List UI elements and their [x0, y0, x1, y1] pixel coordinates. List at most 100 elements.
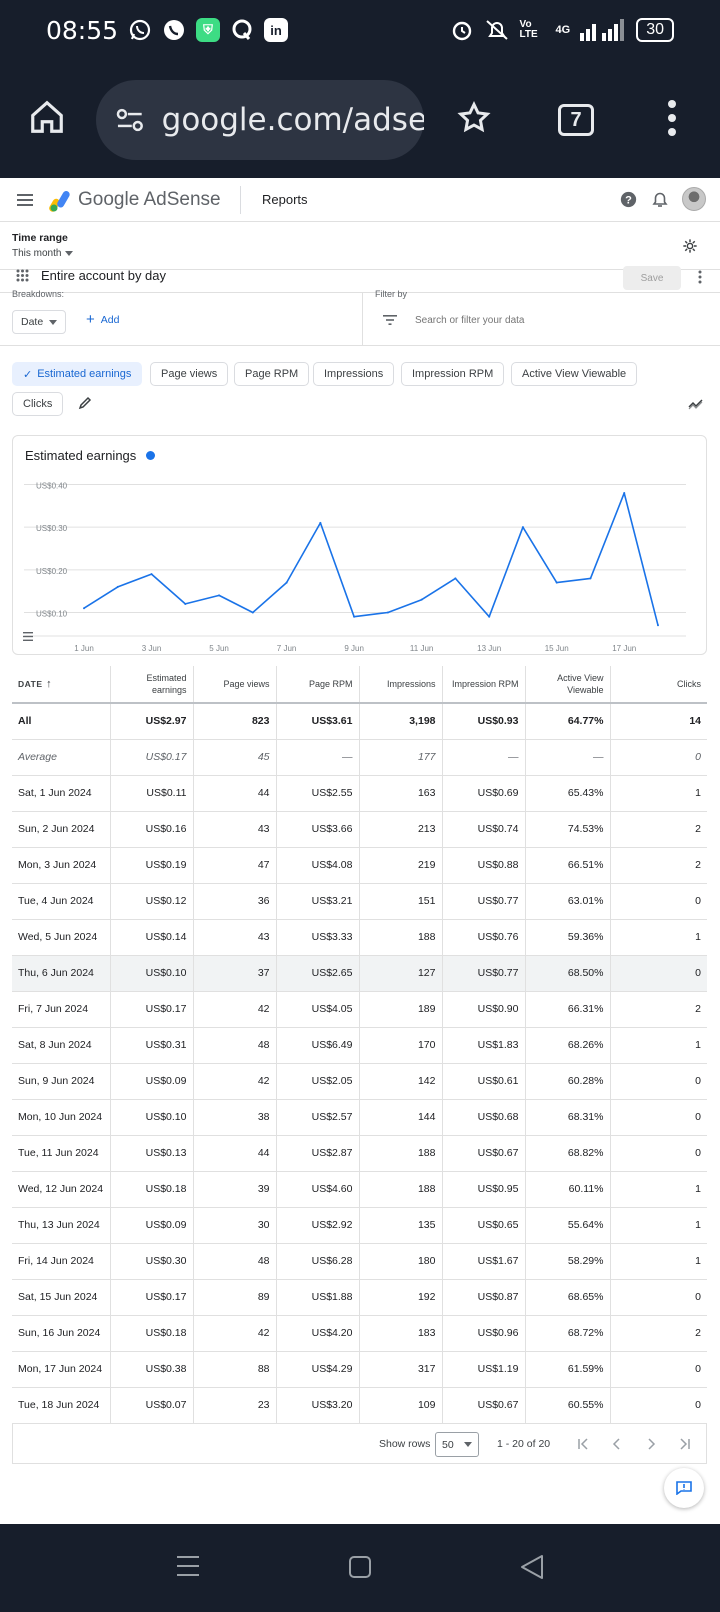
first-page-icon[interactable]	[577, 1438, 589, 1450]
data-point[interactable]	[657, 624, 659, 627]
data-point[interactable]	[116, 585, 119, 588]
data-point[interactable]	[319, 521, 322, 524]
whatsapp-icon	[129, 19, 151, 41]
filter-search-input[interactable]	[415, 308, 705, 332]
chip-page-views[interactable]: Page views	[150, 362, 229, 386]
table-cell: 1	[610, 775, 707, 812]
time-range-dropdown[interactable]: This month	[12, 248, 74, 259]
column-header[interactable]: Estimated earnings	[110, 666, 194, 704]
table-cell: US$0.18	[110, 1315, 194, 1352]
bookmark-star-icon[interactable]	[456, 100, 492, 136]
column-header[interactable]: Active View Viewable	[525, 666, 611, 704]
data-point[interactable]	[589, 577, 592, 580]
help-icon[interactable]: ?	[620, 191, 637, 208]
back-nav-icon[interactable]	[520, 1554, 544, 1580]
table-cell: US$2.57	[276, 1099, 360, 1136]
table-cell: 68.31%	[525, 1099, 611, 1136]
column-header[interactable]: Page RPM	[276, 666, 360, 704]
adsense-logo[interactable]: Google AdSense	[48, 188, 221, 212]
settings-gear-icon[interactable]	[682, 238, 698, 254]
chip-page-rpm[interactable]: Page RPM	[234, 362, 310, 386]
table-cell: US$1.67	[442, 1243, 526, 1280]
table-cell: 42	[193, 1063, 277, 1100]
row-date-cell: Sat, 1 Jun 2024	[12, 775, 111, 812]
table-cell: 43	[193, 919, 277, 956]
chip-active-view-viewable[interactable]: Active View Viewable	[511, 362, 638, 386]
column-header[interactable]: Impression RPM	[442, 666, 526, 704]
table-row: Thu, 13 Jun 2024 US$0.09 30 US$2.92 135 US$0.…	[12, 1207, 707, 1244]
column-header[interactable]: Clicks	[610, 666, 707, 704]
menu-icon[interactable]	[17, 193, 33, 207]
data-point[interactable]	[521, 526, 524, 529]
table-cell: 61.59%	[525, 1351, 611, 1388]
last-page-icon[interactable]	[679, 1438, 691, 1450]
data-point[interactable]	[184, 602, 187, 605]
avatar[interactable]	[682, 187, 706, 211]
data-point[interactable]	[386, 611, 389, 614]
table-row: Mon, 3 Jun 2024 US$0.19 47 US$4.08 219 US$0.8…	[12, 847, 707, 884]
data-point[interactable]	[150, 573, 153, 576]
row-date-cell: All	[12, 703, 111, 740]
table-cell: US$0.65	[442, 1207, 526, 1244]
sort-ascending-icon[interactable]: ↑	[42, 678, 53, 690]
filter-icon[interactable]	[383, 315, 397, 325]
grid-apps-icon[interactable]	[16, 269, 29, 282]
trend-compare-icon[interactable]	[688, 398, 704, 410]
data-point[interactable]	[83, 607, 85, 610]
table-row: Sat, 1 Jun 2024 US$0.11 44 US$2.55 163 US$0.6…	[12, 775, 707, 812]
feedback-button[interactable]	[664, 1468, 704, 1508]
table-cell: 188	[359, 1171, 443, 1208]
data-point[interactable]	[251, 611, 254, 614]
table-cell: 2	[610, 1315, 707, 1352]
column-header[interactable]: Impressions	[359, 666, 443, 704]
url-bar[interactable]: google.com/adse	[96, 80, 424, 160]
column-header[interactable]: Page views	[193, 666, 277, 704]
notifications-bell-icon[interactable]	[652, 190, 668, 208]
chip-impression-rpm[interactable]: Impression RPM	[401, 362, 505, 386]
chip-estimated-earnings[interactable]: ✓ Estimated earnings	[12, 362, 143, 386]
data-point[interactable]	[488, 615, 491, 618]
save-button[interactable]: Save	[623, 266, 681, 290]
data-point[interactable]	[285, 581, 288, 584]
data-point[interactable]	[353, 615, 356, 618]
row-date-cell: Mon, 10 Jun 2024	[12, 1099, 111, 1136]
table-row: Wed, 12 Jun 2024 US$0.18 39 US$4.60 188 US$0.…	[12, 1171, 707, 1208]
chip-clicks[interactable]: Clicks	[12, 392, 64, 416]
data-point[interactable]	[454, 577, 457, 580]
time-range-label: Time range	[12, 232, 68, 244]
data-point[interactable]	[623, 492, 626, 495]
data-point[interactable]	[218, 594, 221, 597]
table-cell: 44	[193, 1135, 277, 1172]
table-cell: US$0.69	[442, 775, 526, 812]
table-cell: US$0.74	[442, 811, 526, 848]
table-cell: US$4.08	[276, 847, 360, 884]
home-nav-icon[interactable]	[348, 1555, 372, 1579]
recent-apps-icon[interactable]	[176, 1554, 200, 1578]
site-settings-icon[interactable]	[114, 106, 146, 134]
tab-switcher-button[interactable]: 7	[558, 104, 594, 136]
table-row: Sun, 16 Jun 2024 US$0.18 42 US$4.20 183 US$0.…	[12, 1315, 707, 1352]
breakdown-date-chip[interactable]: Date	[12, 310, 67, 334]
network-label: 4G	[555, 24, 571, 36]
table-cell: 177	[359, 739, 443, 776]
edit-pencil-icon[interactable]	[78, 396, 92, 410]
previous-page-icon[interactable]	[611, 1438, 623, 1450]
chart-title: Estimated earnings	[25, 448, 137, 463]
data-point[interactable]	[420, 598, 423, 601]
report-name[interactable]: Entire account by day	[41, 268, 167, 283]
next-page-icon[interactable]	[645, 1438, 657, 1450]
x-tick-label: 15 Jun	[545, 644, 569, 653]
table-view-icon[interactable]	[23, 632, 33, 641]
data-point[interactable]	[555, 581, 558, 584]
table-cell: US$2.65	[276, 955, 360, 992]
home-icon[interactable]	[28, 98, 66, 136]
row-date-cell: Sun, 9 Jun 2024	[12, 1063, 111, 1100]
chip-impressions[interactable]: Impressions	[313, 362, 395, 386]
more-options-icon[interactable]	[660, 98, 684, 138]
report-more-icon[interactable]	[697, 270, 703, 284]
rows-per-page-select[interactable]: 50	[435, 1432, 479, 1457]
table-cell: 36	[193, 883, 277, 920]
column-header-date[interactable]: DATE ↑	[12, 666, 111, 704]
url-text[interactable]: google.com/adse	[161, 102, 424, 138]
add-breakdown-button[interactable]: + Add	[86, 312, 119, 327]
